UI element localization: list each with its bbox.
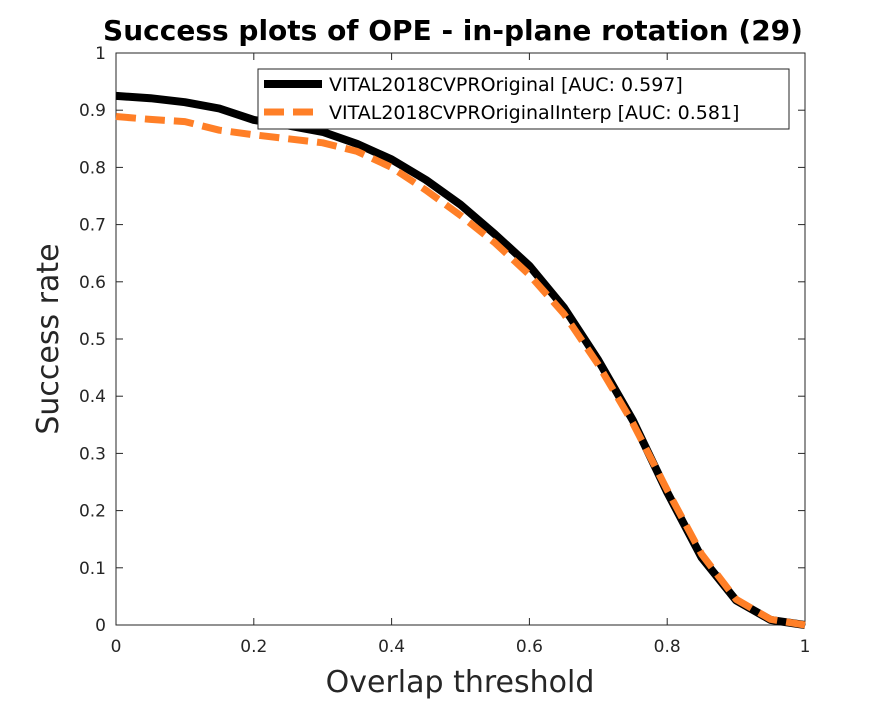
y-tick-label-1: 0.1 (79, 559, 106, 579)
y-axis-label: Success rate (31, 243, 66, 434)
series-line-2 (115, 113, 806, 629)
x-tick-label-2: 0.4 (378, 637, 405, 657)
x-tick-label-3: 0.6 (516, 637, 543, 657)
y-tick-label-4: 0.4 (79, 387, 106, 407)
series-lines (115, 91, 806, 629)
x-tick-label-0: 0 (111, 637, 122, 657)
y-tick-label-0: 0 (95, 616, 106, 636)
x-tick-label-1: 0.2 (240, 637, 267, 657)
y-tick-label-7: 0.7 (79, 216, 106, 236)
y-tick-label-5: 0.5 (79, 330, 106, 350)
x-tick-label-5: 1 (800, 637, 811, 657)
x-tick-label-4: 0.8 (654, 637, 681, 657)
x-axis-label: Overlap threshold (326, 665, 595, 700)
y-tick-label-3: 0.3 (79, 444, 106, 464)
y-tick-label-10: 1 (95, 44, 106, 64)
y-tick-label-9: 0.9 (79, 101, 106, 121)
legend-box (257, 68, 790, 130)
y-tick-label-8: 0.8 (79, 158, 106, 178)
chart-title: Success plots of OPE - in-plane rotation… (103, 14, 803, 47)
plot-area (115, 52, 806, 626)
y-tick-label-2: 0.2 (79, 502, 106, 522)
legend-label-series-2: VITAL2018CVPROriginalInterp [AUC: 0.581] (329, 102, 739, 124)
legend-label-series-1: VITAL2018CVPROriginal [AUC: 0.597] (329, 74, 683, 96)
y-tick-label-6: 0.6 (79, 273, 106, 293)
axis-tick-labels: 0 0.2 0.4 0.6 0.8 1 0 0.1 0.2 0.3 0.4 0.5 0.6 0.7 0.8 0… (79, 44, 810, 657)
legend: VITAL2018CVPROriginal [AUC: 0.597] VITAL… (257, 68, 790, 130)
